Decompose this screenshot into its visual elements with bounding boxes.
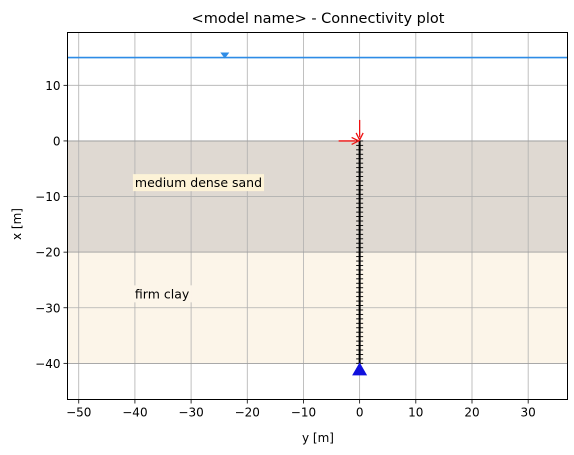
y-tick-label: −30 [35, 301, 60, 315]
horizontal-load-arrowhead [351, 136, 361, 146]
soil-layer-label-box [132, 285, 192, 303]
x-tick-label: −20 [235, 406, 260, 420]
x-tick-label: −10 [291, 406, 316, 420]
water-level-marker [220, 52, 230, 59]
y-tick-label: 10 [45, 79, 60, 93]
soil-layer-label: medium dense sand [135, 175, 262, 190]
y-tick-label: −40 [35, 357, 60, 371]
y-tick-label: 0 [53, 134, 61, 148]
soil-layer-label: firm clay [135, 286, 190, 301]
y-tick-label: −20 [35, 246, 60, 260]
x-axis-label: y [m] [302, 431, 334, 445]
pile-support-marker [352, 362, 368, 376]
x-tick-label: −40 [122, 406, 147, 420]
x-tick-label: −50 [66, 406, 91, 420]
x-tick-label: −30 [178, 406, 203, 420]
x-tick-label: 10 [408, 406, 423, 420]
soil-layer-label-box [132, 174, 265, 192]
vertical-load-arrowhead [355, 132, 364, 142]
plot-frame [67, 32, 568, 400]
y-tick-label: −10 [35, 190, 60, 204]
y-axis-label: x [m] [10, 208, 24, 240]
chart-title: <model name> - Connectivity plot [192, 11, 445, 27]
x-tick-label: 30 [521, 406, 536, 420]
x-tick-label: 0 [356, 406, 364, 420]
x-tick-label: 20 [464, 406, 479, 420]
